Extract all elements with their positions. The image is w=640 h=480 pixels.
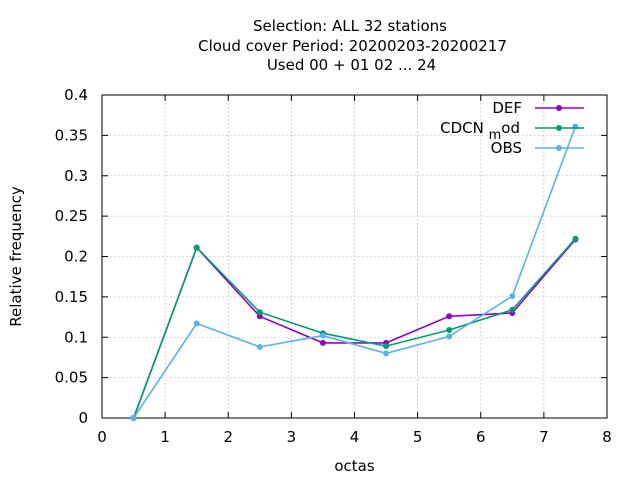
y-axis-label: Relative frequency xyxy=(7,186,25,327)
data-point xyxy=(193,244,200,251)
data-point xyxy=(446,326,453,333)
data-point xyxy=(193,320,200,327)
chart-title-line-1: Selection: ALL 32 stations xyxy=(253,17,447,35)
legend-label-def: DEF xyxy=(492,99,522,117)
y-tick-label: 0.15 xyxy=(55,288,88,306)
x-tick-label: 8 xyxy=(602,428,612,446)
legend-label-cdcn_mod: CDCN mod xyxy=(440,119,520,143)
data-point xyxy=(130,415,137,421)
data-point xyxy=(446,313,453,320)
y-tick-label: 0.2 xyxy=(64,248,88,266)
y-tick-label: 0.25 xyxy=(55,207,88,225)
x-axis-label: octas xyxy=(334,457,374,475)
legend-marker-cdcn_mod xyxy=(556,125,562,131)
x-tick-label: 0 xyxy=(97,428,107,446)
y-tick-label: 0 xyxy=(78,409,88,427)
data-point xyxy=(256,343,263,350)
data-point xyxy=(319,339,326,346)
legend-marker-def xyxy=(556,105,562,111)
legend-marker-obs xyxy=(556,145,562,151)
data-point xyxy=(509,306,516,313)
chart-title-line-3: Used 00 + 01 02 ... 24 xyxy=(266,56,437,74)
x-tick-label: 1 xyxy=(160,428,170,446)
x-tick-label: 5 xyxy=(413,428,423,446)
series-line-cdcn_mod xyxy=(132,238,576,419)
x-tick-label: 7 xyxy=(539,428,549,446)
x-tick-label: 4 xyxy=(350,428,360,446)
y-tick-label: 0.4 xyxy=(64,86,88,104)
x-tick-label: 3 xyxy=(287,428,297,446)
y-tick-label: 0.05 xyxy=(55,369,88,387)
y-tick-label: 0.3 xyxy=(64,167,88,185)
data-point xyxy=(383,343,390,350)
data-point xyxy=(319,332,326,339)
data-point xyxy=(256,309,263,316)
y-tick-label: 0.35 xyxy=(55,126,88,144)
x-tick-label: 2 xyxy=(223,428,233,446)
y-tick-label: 0.1 xyxy=(64,328,88,346)
data-point xyxy=(446,333,453,340)
data-point xyxy=(572,235,579,242)
chart-title-line-2: Cloud cover Period: 20200203-20200217 xyxy=(198,37,507,55)
legend-label-obs: OBS xyxy=(491,139,522,157)
series-line-obs xyxy=(132,126,577,419)
x-tick-label: 6 xyxy=(476,428,486,446)
data-point xyxy=(383,350,390,357)
data-point xyxy=(509,293,516,300)
